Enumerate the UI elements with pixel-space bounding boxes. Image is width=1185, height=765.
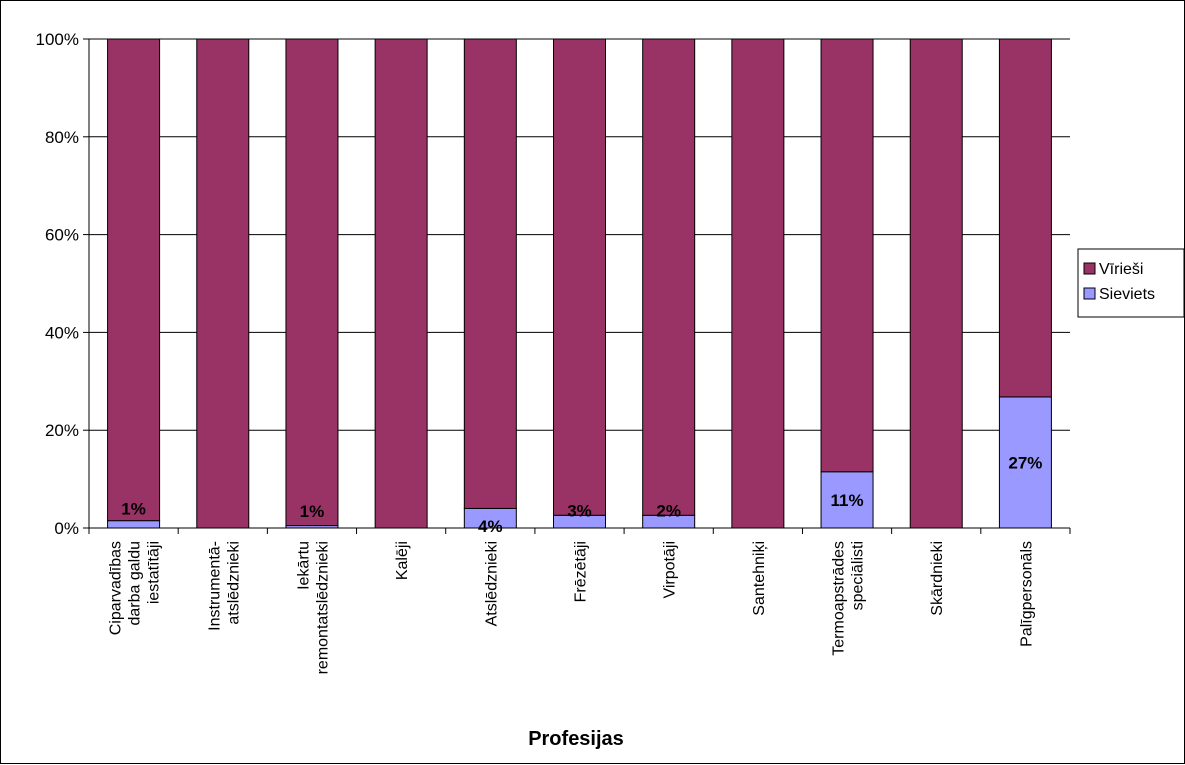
category-label-line: Skārdnieki xyxy=(929,541,946,616)
data-labels: 1% 1% 4% 3% 2% 11% 27% xyxy=(121,453,1042,536)
bar-segment-vīrieši xyxy=(998,38,1052,398)
bar-segment-vīrieši xyxy=(642,38,696,516)
y-tick-label: 0% xyxy=(54,519,79,538)
data-label: 4% xyxy=(478,517,503,536)
category-label-line: Santehniķi xyxy=(751,541,768,616)
category-label-line: Iekārtu xyxy=(295,541,312,590)
category-label: Atslēdznieki xyxy=(483,541,500,626)
bars xyxy=(107,38,1052,529)
category-label-line: darba galdu xyxy=(127,541,144,626)
category-label: Frēzētāji xyxy=(573,541,590,602)
category-label: Palīgpersonāls xyxy=(1018,541,1035,647)
bar-segment-vīrieši xyxy=(553,38,606,516)
bar-segment-vīrieši xyxy=(820,38,874,473)
bar-segment-sieviets xyxy=(998,396,1052,529)
legend-label: Vīrieši xyxy=(1099,261,1143,278)
category-label-line: Kalēji xyxy=(394,541,411,580)
y-tick-label: 100% xyxy=(36,30,79,49)
y-tick-label: 20% xyxy=(45,421,79,440)
y-tick-labels: 0% 20% 40% 60% 80% 100% xyxy=(36,30,79,538)
category-label-line: atslēdznieki xyxy=(225,541,242,625)
legend-swatch xyxy=(1083,262,1096,275)
category-label: Instrumentā-atslēdznieki xyxy=(206,541,242,631)
bar-segment-vīrieši xyxy=(731,38,785,529)
category-label-line: iestatītāji xyxy=(146,541,163,604)
bar-segment-vīrieši xyxy=(909,38,963,529)
category-label-line: remontatslēdznieki xyxy=(314,541,331,674)
category-label-line: Frēzētāji xyxy=(573,541,590,602)
bar-segment-sieviets xyxy=(107,520,161,529)
category-label: Termoapstrādes speciālisti xyxy=(831,541,867,656)
y-tick-label: 80% xyxy=(45,128,79,147)
bar-segment-vīrieši xyxy=(196,38,250,529)
category-label-line: Termoapstrādes xyxy=(831,541,848,656)
y-tick-label: 60% xyxy=(45,226,79,245)
category-label-line: speciālisti xyxy=(850,541,867,610)
data-label: 11% xyxy=(830,491,863,510)
data-label: 27% xyxy=(1008,453,1042,472)
category-label: Ciparvadības darba galdu iestatītāji xyxy=(108,541,163,635)
category-label-line: Virpotāji xyxy=(662,541,679,599)
category-label-line: Palīgpersonāls xyxy=(1018,541,1035,647)
category-label: Santehniķi xyxy=(751,541,768,616)
category-label: Virpotāji xyxy=(662,541,679,599)
x-axis-title: Profesijas xyxy=(528,728,624,750)
legend-swatch xyxy=(1083,287,1096,300)
legend-label: Sieviets xyxy=(1099,286,1155,303)
bar-segment-vīrieši xyxy=(285,38,339,527)
data-label: 1% xyxy=(121,499,146,518)
bar-segment-vīrieši xyxy=(107,38,161,522)
category-label-line: Instrumentā- xyxy=(206,541,223,631)
category-label: Iekārtu remontatslēdznieki xyxy=(295,541,331,674)
category-label: Kalēji xyxy=(394,541,411,580)
bar-segment-vīrieši xyxy=(374,38,428,529)
category-label-line: Atslēdznieki xyxy=(483,541,500,626)
y-tick-label: 40% xyxy=(45,323,79,342)
data-label: 3% xyxy=(567,502,592,521)
bar-segment-vīrieši xyxy=(463,38,517,509)
legend-box xyxy=(1077,248,1185,318)
axes xyxy=(88,39,1070,529)
category-label: Skārdnieki xyxy=(929,541,946,616)
legend: Vīrieši Sieviets xyxy=(1077,248,1185,318)
category-label-line: Ciparvadības xyxy=(108,541,125,635)
data-label: 2% xyxy=(656,502,681,521)
data-label: 1% xyxy=(300,502,325,521)
category-labels: Ciparvadības darba galdu iestatītāji Instru… xyxy=(108,541,1036,674)
